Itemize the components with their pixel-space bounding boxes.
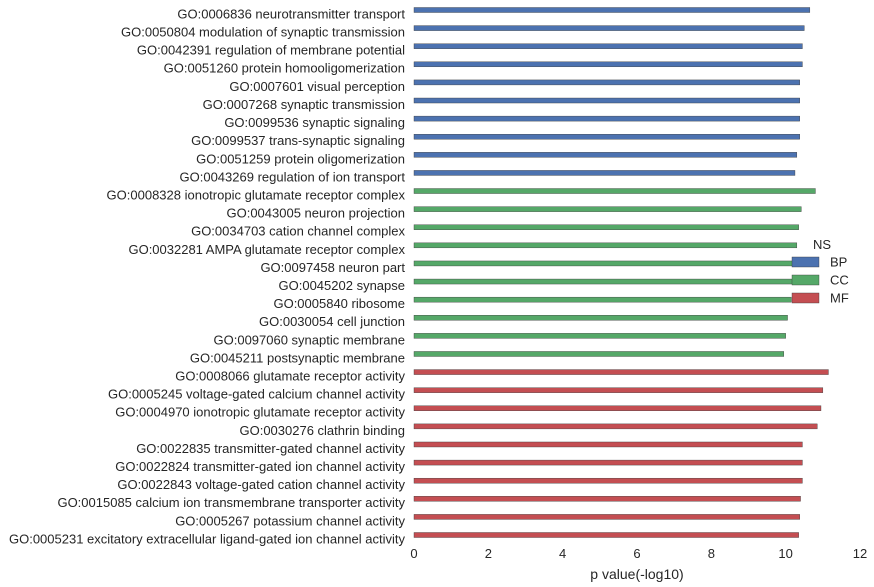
category-label: GO:0008066 glutamate receptor activity <box>175 369 405 384</box>
category-label: GO:0050804 modulation of synaptic transm… <box>121 25 405 40</box>
category-label: GO:0099536 synaptic signaling <box>224 115 405 130</box>
bar-mf <box>413 405 822 411</box>
x-axis-title: p value(-log10) <box>590 566 683 582</box>
category-label: GO:0004970 ionotropic glutamate receptor… <box>115 405 405 420</box>
category-label: GO:0007601 visual perception <box>229 79 405 94</box>
bar-bp <box>413 134 800 140</box>
category-labels: GO:0006836 neurotransmitter transport GO:… <box>9 6 406 546</box>
category-label: GO:0022835 transmitter-gated channel act… <box>136 441 405 456</box>
bar-mf <box>413 441 803 448</box>
category-label: GO:0043005 neuron projection <box>226 206 405 221</box>
legend-label-mf: MF <box>830 290 849 305</box>
bar-mf <box>413 459 803 466</box>
bar-cc <box>413 188 816 194</box>
legend-label-cc: CC <box>830 272 849 287</box>
x-tick-label: 8 <box>708 546 715 561</box>
bar-cc <box>413 224 799 230</box>
x-tick-label: 12 <box>853 546 867 561</box>
bar-bp <box>413 79 800 86</box>
category-label: GO:0097458 neuron part <box>260 260 405 275</box>
legend-swatch-cc <box>791 274 820 286</box>
bar-cc <box>413 242 798 249</box>
legend-title: NS <box>813 237 831 252</box>
category-label: GO:0045202 synapse <box>279 278 405 293</box>
bar-cc <box>413 206 802 212</box>
bar-bp <box>413 97 800 104</box>
category-label: GO:0015085 calcium ion transmembrane tra… <box>57 495 405 510</box>
bar-mf <box>413 532 799 538</box>
legend-label-bp: BP <box>830 254 847 269</box>
x-tick-label: 10 <box>778 546 792 561</box>
category-label: GO:0032281 AMPA glutamate receptor compl… <box>128 242 405 257</box>
x-tick-label: 0 <box>410 546 417 561</box>
category-label: GO:0005267 potassium channel activity <box>175 513 405 528</box>
bar-mf <box>413 496 801 502</box>
bar-mf <box>413 369 829 375</box>
bar-cc <box>413 333 786 339</box>
x-tick-label: 4 <box>559 546 566 561</box>
bar-cc <box>413 351 785 357</box>
category-label: GO:0034703 cation channel complex <box>191 224 405 239</box>
x-tick-label: 2 <box>485 546 492 561</box>
category-label: GO:0042391 regulation of membrane potent… <box>137 43 405 58</box>
bar-group <box>413 7 829 538</box>
bar-bp <box>413 61 803 68</box>
bar-cc <box>413 315 788 321</box>
category-label: GO:0030276 clathrin binding <box>239 423 405 438</box>
category-label: GO:0043269 regulation of ion transport <box>180 169 406 184</box>
x-axis-ticks: 0 2 4 6 8 10 12 <box>410 546 867 561</box>
bar-bp <box>413 25 805 31</box>
bar-bp <box>413 170 796 176</box>
category-label: GO:0008328 ionotropic glutamate receptor… <box>107 187 406 202</box>
bar-cc <box>413 278 794 285</box>
bar-bp <box>413 115 800 122</box>
x-tick-label: 6 <box>633 546 640 561</box>
bar-bp <box>413 7 811 13</box>
category-label: GO:0045211 postsynaptic membrane <box>190 350 405 365</box>
category-label: GO:0005231 excitatory extracellular liga… <box>9 531 406 546</box>
category-label: GO:0022843 voltage-gated cation channel … <box>117 477 405 492</box>
category-label: GO:0005840 ribosome <box>273 296 405 311</box>
bar-mf <box>413 514 800 520</box>
category-label: GO:0099537 trans-synaptic signaling <box>191 133 405 148</box>
category-label: GO:0097060 synaptic membrane <box>214 332 406 347</box>
category-label: GO:0051259 protein oligomerization <box>196 151 405 166</box>
category-label: GO:0005245 voltage-gated calcium channel… <box>108 387 406 402</box>
bar-bp <box>413 43 803 49</box>
bar-mf <box>413 423 818 430</box>
bar-cc <box>413 260 796 267</box>
legend-swatch-mf <box>791 292 820 304</box>
category-label: GO:0051260 protein homooligomerization <box>164 61 405 76</box>
bar-cc <box>413 296 792 303</box>
category-label: GO:0022824 transmitter-gated ion channel… <box>115 459 405 474</box>
bar-mf <box>413 387 824 393</box>
bar-mf <box>413 477 803 484</box>
category-label: GO:0030054 cell junction <box>259 314 405 329</box>
legend: NS BP CC MF <box>791 237 849 305</box>
legend-swatch-bp <box>791 256 820 268</box>
bar-bp <box>413 152 798 158</box>
category-label: GO:0006836 neurotransmitter transport <box>177 6 405 21</box>
category-label: GO:0007268 synaptic transmission <box>203 97 405 112</box>
